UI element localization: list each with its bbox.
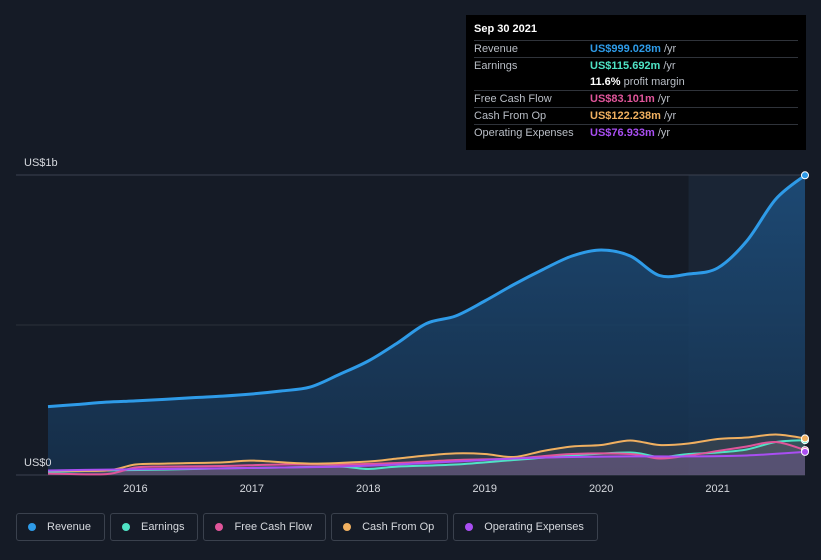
tooltip-row: 11.6% profit margin: [474, 74, 798, 90]
legend-item-free-cash-flow[interactable]: Free Cash Flow: [203, 513, 327, 541]
x-tick-label: 2016: [123, 483, 147, 495]
tooltip-row-value: US$83.101m: [590, 93, 655, 105]
x-tick-label: 2018: [356, 483, 380, 495]
tooltip-row-value: US$122.238m: [590, 110, 661, 122]
tooltip-row: Revenue US$999.028m/yr: [474, 40, 798, 57]
tooltip-row: Operating Expenses US$76.933m/yr: [474, 124, 798, 141]
legend-label: Revenue: [47, 521, 92, 533]
legend-label: Earnings: [141, 521, 185, 533]
tooltip-row-unit: /yr: [663, 60, 676, 72]
legend-label: Free Cash Flow: [234, 521, 313, 533]
tooltip-row: Earnings US$115.692m/yr: [474, 57, 798, 74]
legend-item-earnings[interactable]: Earnings: [110, 513, 199, 541]
legend-dot-icon: [122, 523, 131, 531]
legend-label: Cash From Op: [362, 521, 435, 533]
y-axis-bottom-label: US$0: [24, 457, 52, 469]
tooltip-row-label: [474, 74, 590, 90]
earnings-area: [48, 440, 805, 475]
operating-expenses-endpoint: [801, 447, 809, 456]
tooltip-row-label: Cash From Op: [474, 110, 547, 122]
revenue-endpoint: [801, 171, 809, 180]
tooltip-date: Sep 30 2021: [474, 23, 537, 35]
x-tick-label: 2020: [589, 483, 613, 495]
legend-dot-icon: [28, 523, 36, 531]
tooltip-row-unit: /yr: [663, 110, 677, 122]
legend-item-revenue[interactable]: Revenue: [16, 513, 106, 541]
tooltip-row-unit: /yr: [657, 127, 671, 139]
x-tick-label: 2021: [705, 483, 729, 495]
legend-label: Operating Expenses: [484, 521, 584, 533]
tooltip-row: Free Cash Flow US$83.101m/yr: [474, 90, 798, 107]
legend-dot-icon: [465, 523, 474, 531]
tooltip-row-value: US$76.933m: [590, 127, 655, 139]
tooltip-row-value: US$115.692m: [590, 60, 661, 72]
tooltip-row-label: Operating Expenses: [474, 127, 574, 139]
x-tick-label: 2017: [240, 483, 264, 495]
x-tick-label: 2019: [472, 483, 496, 495]
operating-expenses-line: [47, 450, 806, 472]
tooltip-row-value: US$999.028m: [590, 43, 661, 55]
legend-item-operating-expenses[interactable]: Operating Expenses: [453, 513, 598, 541]
tooltip-row: Cash From Op US$122.238m/yr: [474, 107, 798, 124]
free-cash-flow-area: [48, 441, 805, 475]
y-axis-top-label: US$1b: [24, 157, 58, 169]
tooltip-row-value: 11.6%: [590, 76, 621, 88]
legend-dot-icon: [215, 523, 224, 531]
tooltip-row-label: Earnings: [474, 60, 518, 72]
tooltip-row-label: Free Cash Flow: [474, 93, 552, 105]
legend-item-cash-from-op[interactable]: Cash From Op: [331, 513, 449, 541]
tooltip-row-unit: /yr: [657, 93, 671, 105]
tooltip: Sep 30 2021 Revenue US$999.028m/yr Earning…: [466, 15, 806, 150]
tooltip-row-unit: profit margin: [623, 76, 685, 88]
tooltip-row-label: Revenue: [474, 43, 519, 55]
tooltip-row-unit: /yr: [663, 43, 677, 55]
legend-dot-icon: [343, 523, 352, 531]
cash-from-op-line: [47, 433, 806, 472]
cash-from-op-endpoint: [801, 434, 809, 443]
revenue-line: [47, 174, 806, 409]
legend: Revenue Earnings Free Cash Flow Cash From O…: [16, 513, 598, 541]
